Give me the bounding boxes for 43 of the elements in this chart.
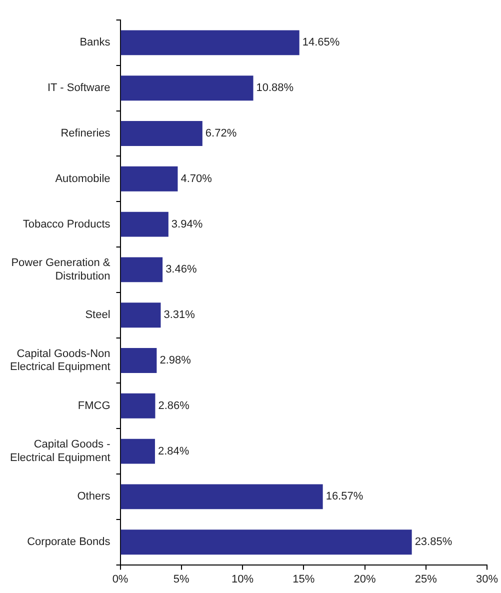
bar: [120, 302, 161, 328]
y-tick-label: Banks: [80, 36, 111, 49]
data-label: 3.31%: [164, 309, 196, 322]
bar: [120, 484, 323, 510]
x-tick-label: 0%: [112, 573, 128, 586]
y-tick-label: Capital Goods - Electrical Equipment: [10, 438, 111, 464]
y-tick-label: Refineries: [60, 128, 111, 140]
bar: [120, 76, 254, 101]
y-tick-label: Automobile: [55, 172, 110, 185]
bar: [120, 393, 156, 418]
y-tick-label: Others: [77, 490, 111, 503]
data-label: 23.85%: [414, 536, 452, 548]
bar: [120, 530, 412, 555]
data-label: 6.72%: [205, 128, 237, 140]
bar: [120, 257, 163, 282]
data-label: 2.98%: [160, 354, 192, 367]
x-tick-label: 30%: [476, 573, 498, 586]
y-tick-label: Capital Goods-Non Electrical Equipment: [10, 348, 110, 374]
data-label: 3.46%: [166, 264, 197, 276]
x-tick-label: 25%: [414, 573, 438, 586]
y-tick-label: Tobacco Products: [22, 218, 111, 230]
y-tick-label: Steel: [85, 309, 110, 322]
data-label: 2.86%: [158, 400, 190, 412]
bar: [120, 438, 155, 464]
x-tick-label: 20%: [354, 573, 376, 586]
y-tick-label: FMCG: [78, 400, 110, 412]
data-label: 2.84%: [158, 445, 190, 458]
y-tick-label: IT - Software: [48, 82, 110, 94]
x-tick-label: 5%: [173, 573, 190, 586]
bar: [120, 166, 178, 192]
data-label: 4.70%: [180, 172, 212, 185]
bar: [120, 212, 168, 237]
y-tick-label: Corporate Bonds: [27, 536, 111, 548]
y-tick-label: Power Generation & Distribution: [11, 257, 111, 282]
data-label: 3.94%: [171, 218, 203, 230]
x-tick-label: 15%: [292, 573, 315, 586]
x-tick-label: 10%: [231, 573, 254, 586]
data-label: 14.65%: [302, 36, 340, 49]
data-label: 10.88%: [256, 82, 294, 94]
bar: [120, 348, 157, 373]
bar: [120, 121, 202, 146]
data-label: 16.57%: [326, 490, 364, 503]
bar: [120, 30, 300, 56]
